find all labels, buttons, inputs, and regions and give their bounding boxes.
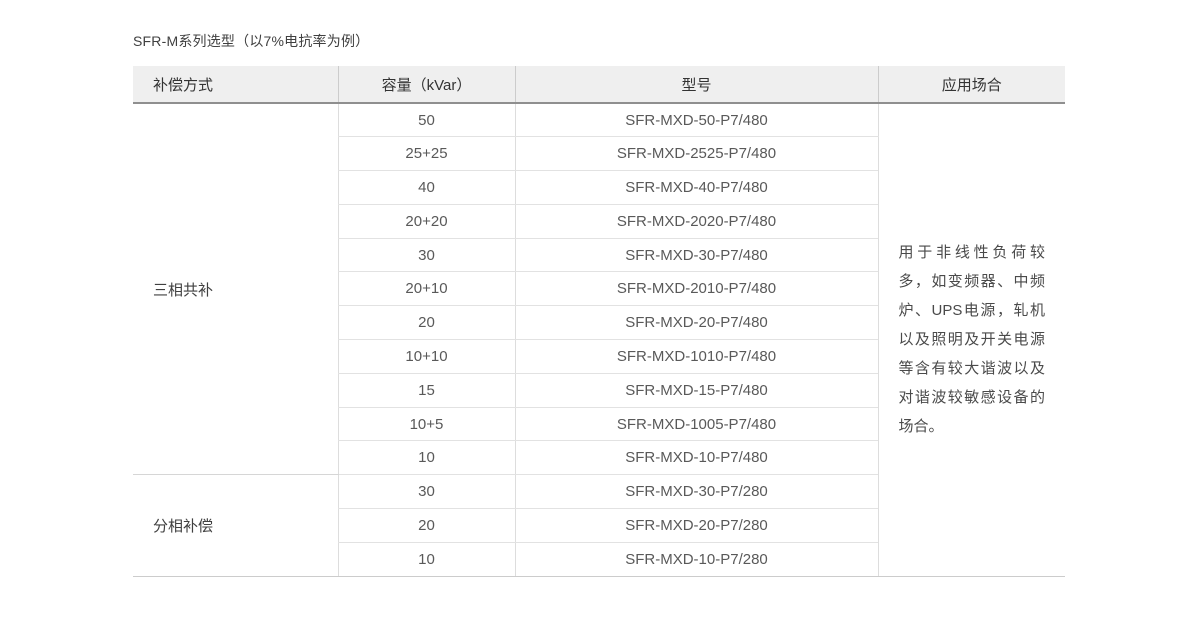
table-row: 20 SFR-MXD-20-P7/480: [133, 305, 1065, 341]
table-row: 20+10 SFR-MXD-2010-P7/480: [133, 271, 1065, 307]
header-row: 补偿方式 容量（kVar） 型号 应用场合: [133, 66, 1065, 104]
header-method: 补偿方式: [133, 66, 338, 104]
table-row: 20+20 SFR-MXD-2020-P7/480: [133, 204, 1065, 239]
model-cell: SFR-MXD-2020-P7/480: [514, 204, 878, 239]
application-note: 用于非线性负荷较多，如变频器、中频炉、UPS电源，轧机以及照明及开关电源等含有较…: [877, 103, 1065, 577]
capacity-cell: 25+25: [337, 136, 515, 172]
table-row: 40 SFR-MXD-40-P7/480: [133, 170, 1065, 205]
model-cell: SFR-MXD-2010-P7/480: [514, 271, 878, 307]
table-row: 25+25 SFR-MXD-2525-P7/480: [133, 136, 1065, 172]
model-cell: SFR-MXD-2525-P7/480: [514, 136, 878, 172]
table-row: 10 SFR-MXD-10-P7/480: [133, 440, 1065, 476]
model-cell: SFR-MXD-10-P7/280: [514, 542, 878, 577]
capacity-cell: 15: [337, 373, 515, 408]
table-row: 三相共补 50 SFR-MXD-50-P7/480 用于非线性负荷较多，如变频器…: [133, 103, 1065, 577]
capacity-cell: 20: [337, 305, 515, 341]
capacity-cell: 10: [337, 440, 515, 476]
table-row: 15 SFR-MXD-15-P7/480: [133, 373, 1065, 408]
model-cell: SFR-MXD-10-P7/480: [514, 440, 878, 476]
table-header: 补偿方式 容量（kVar） 型号 应用场合: [133, 66, 1065, 104]
capacity-cell: 20+20: [337, 204, 515, 239]
capacity-cell: 40: [337, 170, 515, 205]
header-application: 应用场合: [877, 66, 1065, 104]
header-model: 型号: [514, 66, 878, 104]
model-cell: SFR-MXD-40-P7/480: [514, 170, 878, 205]
table-row: 20 SFR-MXD-20-P7/280: [133, 508, 1065, 543]
capacity-cell: 20+10: [337, 271, 515, 307]
method-group-label: 分相补偿: [133, 474, 338, 577]
header-capacity: 容量（kVar）: [337, 66, 515, 104]
capacity-cell: 50: [337, 103, 515, 138]
capacity-cell: 10+5: [337, 407, 515, 442]
table-row: 10+5 SFR-MXD-1005-P7/480: [133, 407, 1065, 442]
table-body: 三相共补 50 SFR-MXD-50-P7/480 用于非线性负荷较多，如变频器…: [133, 103, 1065, 577]
model-cell: SFR-MXD-20-P7/280: [514, 508, 878, 543]
capacity-cell: 10+10: [337, 339, 515, 374]
model-cell: SFR-MXD-1010-P7/480: [514, 339, 878, 374]
capacity-cell: 30: [337, 238, 515, 273]
table-row: 10+10 SFR-MXD-1010-P7/480: [133, 339, 1065, 374]
model-cell: SFR-MXD-50-P7/480: [514, 103, 878, 138]
model-cell: SFR-MXD-15-P7/480: [514, 373, 878, 408]
selection-table: 补偿方式 容量（kVar） 型号 应用场合 三相共补 50 SFR-MXD-50…: [133, 66, 1065, 577]
page-title: SFR-M系列选型（以7%电抗率为例）: [133, 33, 370, 49]
capacity-cell: 10: [337, 542, 515, 577]
table-row: 30 SFR-MXD-30-P7/480: [133, 238, 1065, 273]
table-row: 分相补偿 30 SFR-MXD-30-P7/280: [133, 474, 1065, 577]
model-cell: SFR-MXD-1005-P7/480: [514, 407, 878, 442]
table-row: 10 SFR-MXD-10-P7/280: [133, 542, 1065, 577]
model-cell: SFR-MXD-30-P7/480: [514, 238, 878, 273]
capacity-cell: 30: [337, 474, 515, 510]
capacity-cell: 20: [337, 508, 515, 543]
model-cell: SFR-MXD-30-P7/280: [514, 474, 878, 510]
method-group-label: 三相共补: [133, 103, 338, 476]
model-cell: SFR-MXD-20-P7/480: [514, 305, 878, 341]
